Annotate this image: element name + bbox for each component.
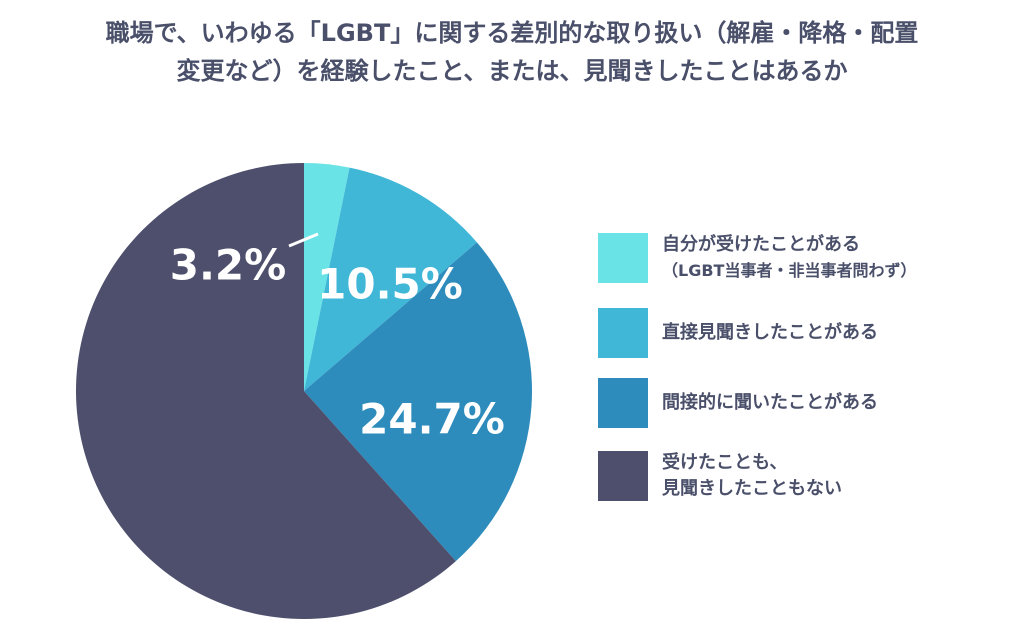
legend-label-indirect: 間接的に聞いたことがある [662, 390, 878, 416]
chart-title: 職場で、いわゆる「LGBT」に関する差別的な取り扱い（解雇・降格・配置 変更など… [0, 14, 1024, 90]
legend-label-received-line-1: 自分が受けたことがある [662, 234, 860, 255]
chart-title-line-2: 変更など）を経験したこと、または、見聞きしたことはあるか [176, 57, 848, 85]
pie-label-received: 3.2% [170, 241, 286, 290]
legend-label-none: 受けたことも、 見聞きしたこともない [662, 450, 842, 502]
pie-slice-received [304, 163, 350, 391]
legend-item-received: 自分が受けたことがある （LGBT当事者・非当事者問わず） [598, 232, 916, 284]
legend-label-direct: 直接見聞きしたことがある [662, 320, 878, 346]
legend-label-none-line-2: 見聞きしたこともない [662, 478, 842, 499]
pie-label-indirect: 24.7% [359, 395, 505, 444]
pie-slice-none [76, 163, 456, 619]
legend-label-direct-line-1: 直接見聞きしたことがある [662, 322, 878, 343]
pie-label-direct: 10.5% [317, 260, 463, 309]
leader-line-received [288, 232, 319, 248]
legend-label-received-line-2: （LGBT当事者・非当事者問わず） [662, 261, 917, 280]
pie-slice-direct [304, 167, 477, 391]
pie-slice-indirect [304, 242, 533, 562]
legend-item-direct: 直接見聞きしたことがある [598, 308, 878, 358]
chart-title-line-1: 職場で、いわゆる「LGBT」に関する差別的な取り扱い（解雇・降格・配置 [105, 19, 919, 47]
legend-item-indirect: 間接的に聞いたことがある [598, 378, 878, 428]
legend-item-none: 受けたことも、 見聞きしたこともない [598, 450, 842, 502]
legend-label-none-line-1: 受けたことも、 [662, 452, 788, 473]
legend-swatch-received [598, 233, 648, 283]
legend-swatch-none [598, 451, 648, 501]
legend-label-received: 自分が受けたことがある （LGBT当事者・非当事者問わず） [662, 232, 916, 284]
legend-label-indirect-line-1: 間接的に聞いたことがある [662, 392, 878, 413]
pie-chart: 3.2% 10.5% 24.7% [76, 163, 533, 619]
legend-swatch-direct [598, 308, 648, 358]
legend-swatch-indirect [598, 378, 648, 428]
